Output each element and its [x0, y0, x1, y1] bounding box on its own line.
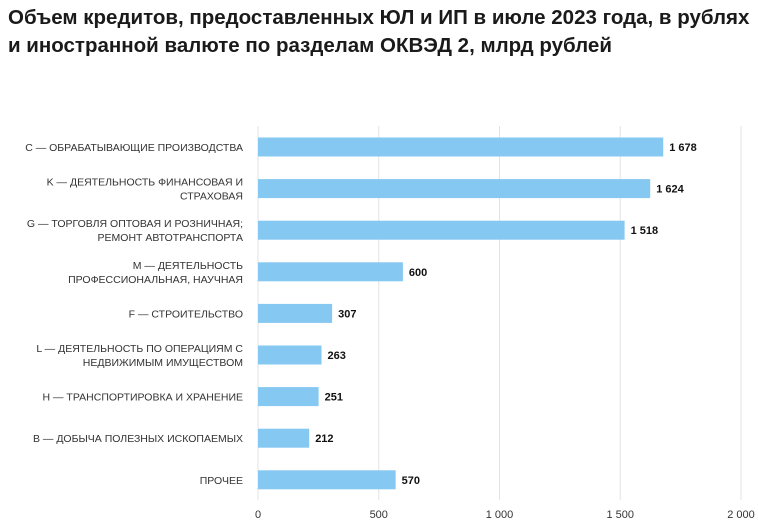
category-label: G — ТОРГОВЛЯ ОПТОВАЯ И РОЗНИЧНАЯ; РЕМОНТ …	[27, 218, 243, 244]
category-label: H — ТРАНСПОРТИРОВКА И ХРАНЕНИЕ	[43, 392, 243, 404]
bar	[258, 303, 333, 323]
data-label: 1 678	[669, 142, 697, 154]
category-label-line: C — ОБРАБАТЫВАЮЩИЕ ПРОИЗВОДСТВА	[25, 142, 243, 154]
category-label: C — ОБРАБАТЫВАЮЩИЕ ПРОИЗВОДСТВА	[25, 142, 243, 154]
category-label: ПРОЧЕЕ	[200, 475, 243, 487]
category-label-line: ПРОЧЕЕ	[200, 475, 243, 487]
bar	[258, 428, 310, 448]
bar	[258, 345, 322, 365]
category-label: L — ДЕЯТЕЛЬНОСТЬ ПО ОПЕРАЦИЯМ С НЕДВИЖИМЫ…	[36, 343, 243, 369]
bar	[258, 179, 651, 199]
x-tick-label: 500	[370, 509, 388, 521]
bar	[258, 137, 664, 157]
category-label-line: H — ТРАНСПОРТИРОВКА И ХРАНЕНИЕ	[43, 392, 243, 404]
category-label: B — ДОБЫЧА ПОЛЕЗНЫХ ИСКОПАЕМЫХ	[33, 433, 243, 445]
bar	[258, 220, 625, 240]
data-label: 1 624	[656, 184, 684, 196]
x-tick-label: 1 000	[486, 509, 514, 521]
data-label: 307	[338, 308, 356, 320]
category-label: F — СТРОИТЕЛЬСТВО	[129, 308, 243, 320]
category-label-line: РЕМОНТ АВТОТРАНСПОРТА	[98, 232, 243, 244]
x-tick-label: 1 500	[606, 509, 634, 521]
bar	[258, 470, 396, 490]
data-label: 570	[402, 475, 420, 487]
category-label: M — ДЕЯТЕЛЬНОСТЬ ПРОФЕССИОНАЛЬНАЯ, НАУЧНА…	[68, 260, 243, 286]
data-label: 212	[315, 433, 333, 445]
chart-title: Объем кредитов, предоставленных ЮЛ и ИП …	[8, 6, 750, 57]
x-tick-label: 2 000	[727, 509, 755, 521]
category-label-line: G — ТОРГОВЛЯ ОПТОВАЯ И РОЗНИЧНАЯ;	[27, 218, 243, 230]
category-label-line: НЕДВИЖИМЫМ ИМУЩЕСТВОМ	[83, 357, 243, 369]
category-label-line: F — СТРОИТЕЛЬСТВО	[129, 308, 243, 320]
bar	[258, 387, 319, 407]
data-label: 600	[409, 267, 427, 279]
x-tick-label: 0	[255, 509, 261, 521]
category-label-line: K — ДЕЯТЕЛЬНОСТЬ ФИНАНСОВАЯ И	[47, 177, 243, 189]
bar	[258, 262, 403, 282]
category-label-line: СТРАХОВАЯ	[180, 191, 243, 203]
data-label: 1 518	[631, 225, 659, 237]
category-label-line: M — ДЕЯТЕЛЬНОСТЬ	[133, 260, 243, 272]
category-label-line: B — ДОБЫЧА ПОЛЕЗНЫХ ИСКОПАЕМЫХ	[33, 433, 243, 445]
data-label: 251	[325, 392, 343, 404]
category-label-line: L — ДЕЯТЕЛЬНОСТЬ ПО ОПЕРАЦИЯМ С	[36, 343, 243, 355]
category-label: K — ДЕЯТЕЛЬНОСТЬ ФИНАНСОВАЯ И СТРАХОВАЯ	[47, 177, 243, 203]
category-label-line: ПРОФЕССИОНАЛЬНАЯ, НАУЧНАЯ	[68, 274, 243, 286]
data-label: 263	[328, 350, 346, 362]
